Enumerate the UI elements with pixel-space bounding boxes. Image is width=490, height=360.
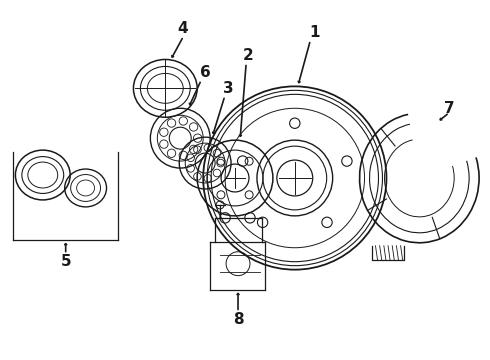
Text: 8: 8 bbox=[233, 312, 244, 327]
Text: 1: 1 bbox=[310, 25, 320, 40]
Text: 6: 6 bbox=[200, 65, 211, 80]
Text: 7: 7 bbox=[444, 101, 455, 116]
Text: 3: 3 bbox=[223, 81, 233, 96]
Text: 5: 5 bbox=[60, 254, 71, 269]
Text: 2: 2 bbox=[243, 48, 253, 63]
Text: 4: 4 bbox=[177, 21, 188, 36]
